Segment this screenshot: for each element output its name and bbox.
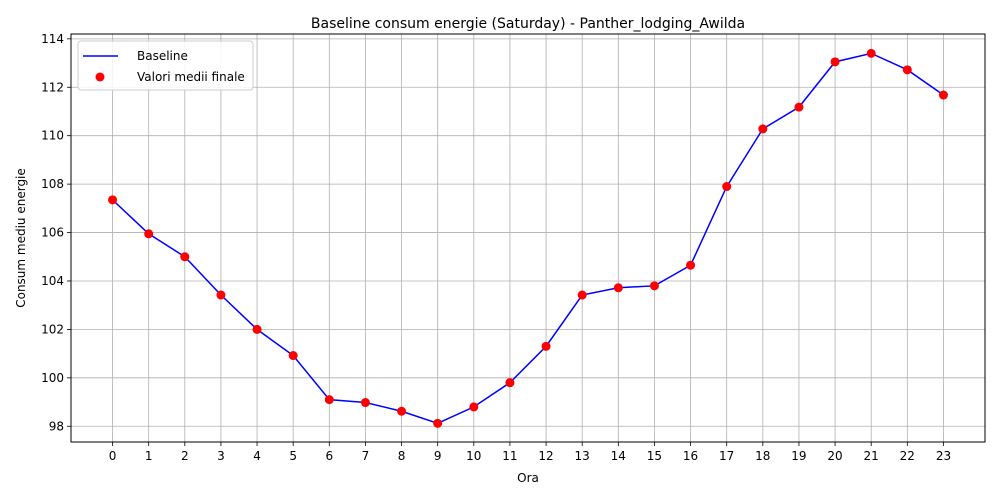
legend-label-baseline: Baseline bbox=[137, 49, 188, 63]
x-tick-label: 21 bbox=[864, 449, 879, 463]
scatter-point bbox=[649, 281, 659, 291]
x-tick-label: 8 bbox=[398, 449, 406, 463]
chart-title: Baseline consum energie (Saturday) - Pan… bbox=[311, 16, 745, 32]
x-tick-label: 3 bbox=[217, 449, 225, 463]
scatter-point bbox=[902, 65, 912, 75]
scatter-point bbox=[613, 283, 623, 293]
x-tick-label: 12 bbox=[538, 449, 553, 463]
x-tick-label: 6 bbox=[325, 449, 333, 463]
x-tick-label: 23 bbox=[936, 449, 951, 463]
y-axis-label: Consum mediu energie bbox=[14, 168, 28, 308]
scatter-point bbox=[108, 195, 118, 205]
x-tick-label: 19 bbox=[791, 449, 806, 463]
legend-box bbox=[77, 40, 254, 91]
x-tick-label: 14 bbox=[611, 449, 626, 463]
scatter-point bbox=[288, 351, 298, 361]
y-tick-label: 110 bbox=[41, 129, 64, 143]
y-tick-label: 112 bbox=[41, 80, 64, 94]
scatter-point bbox=[758, 124, 768, 134]
legend: Baseline Valori medii finale bbox=[77, 40, 254, 91]
scatter-point bbox=[397, 406, 407, 416]
x-tick-label: 0 bbox=[109, 449, 117, 463]
scatter-point bbox=[433, 418, 443, 428]
y-tick-label: 102 bbox=[41, 322, 64, 336]
x-tick-label: 13 bbox=[575, 449, 590, 463]
scatter-point bbox=[469, 402, 479, 412]
x-tick-label: 5 bbox=[289, 449, 297, 463]
x-tick-label: 10 bbox=[466, 449, 481, 463]
scatter-point bbox=[324, 395, 334, 405]
x-tick-label: 17 bbox=[719, 449, 734, 463]
x-tick-label: 20 bbox=[827, 449, 842, 463]
plot-area-frame bbox=[70, 33, 986, 443]
y-tick-label: 108 bbox=[41, 177, 64, 191]
scatter-point bbox=[505, 378, 515, 388]
scatter-point bbox=[938, 90, 948, 100]
x-tick-label: 15 bbox=[647, 449, 662, 463]
x-tick-label: 4 bbox=[253, 449, 261, 463]
y-tick-label: 104 bbox=[41, 274, 64, 288]
legend-label-valori: Valori medii finale bbox=[137, 70, 245, 84]
series-layer bbox=[108, 48, 948, 428]
scatter-point bbox=[830, 57, 840, 67]
scatter-point bbox=[722, 182, 732, 192]
scatter-point bbox=[180, 252, 190, 262]
grid bbox=[71, 34, 985, 442]
axes: 0 1 2 3 4 5 6 7 8 9 10 11 12 13 14 15 16 17 18 19 20 21 22 2398… bbox=[41, 32, 951, 463]
x-tick-label: 18 bbox=[755, 449, 770, 463]
x-tick-label: 7 bbox=[362, 449, 370, 463]
y-tick-label: 98 bbox=[49, 419, 64, 433]
scatter-point bbox=[577, 290, 587, 300]
legend-marker-swatch bbox=[95, 72, 105, 82]
x-tick-label: 2 bbox=[181, 449, 189, 463]
scatter-point bbox=[866, 48, 876, 58]
scatter-point bbox=[252, 324, 262, 334]
y-tick-label: 106 bbox=[41, 226, 64, 240]
x-tick-label: 9 bbox=[434, 449, 442, 463]
scatter-point bbox=[686, 260, 696, 270]
x-tick-label: 16 bbox=[683, 449, 698, 463]
y-tick-label: 114 bbox=[41, 32, 64, 46]
scatter-point bbox=[216, 290, 226, 300]
scatter-point bbox=[144, 229, 154, 239]
scatter-point bbox=[360, 398, 370, 408]
y-tick-label: 100 bbox=[41, 371, 64, 385]
x-tick-label: 11 bbox=[502, 449, 517, 463]
x-axis-label: Ora bbox=[517, 471, 539, 485]
scatter-point bbox=[541, 341, 551, 351]
x-tick-label: 22 bbox=[900, 449, 915, 463]
baseline-series-line bbox=[112, 52, 944, 425]
scatter-point bbox=[794, 102, 804, 112]
x-tick-label: 1 bbox=[145, 449, 153, 463]
